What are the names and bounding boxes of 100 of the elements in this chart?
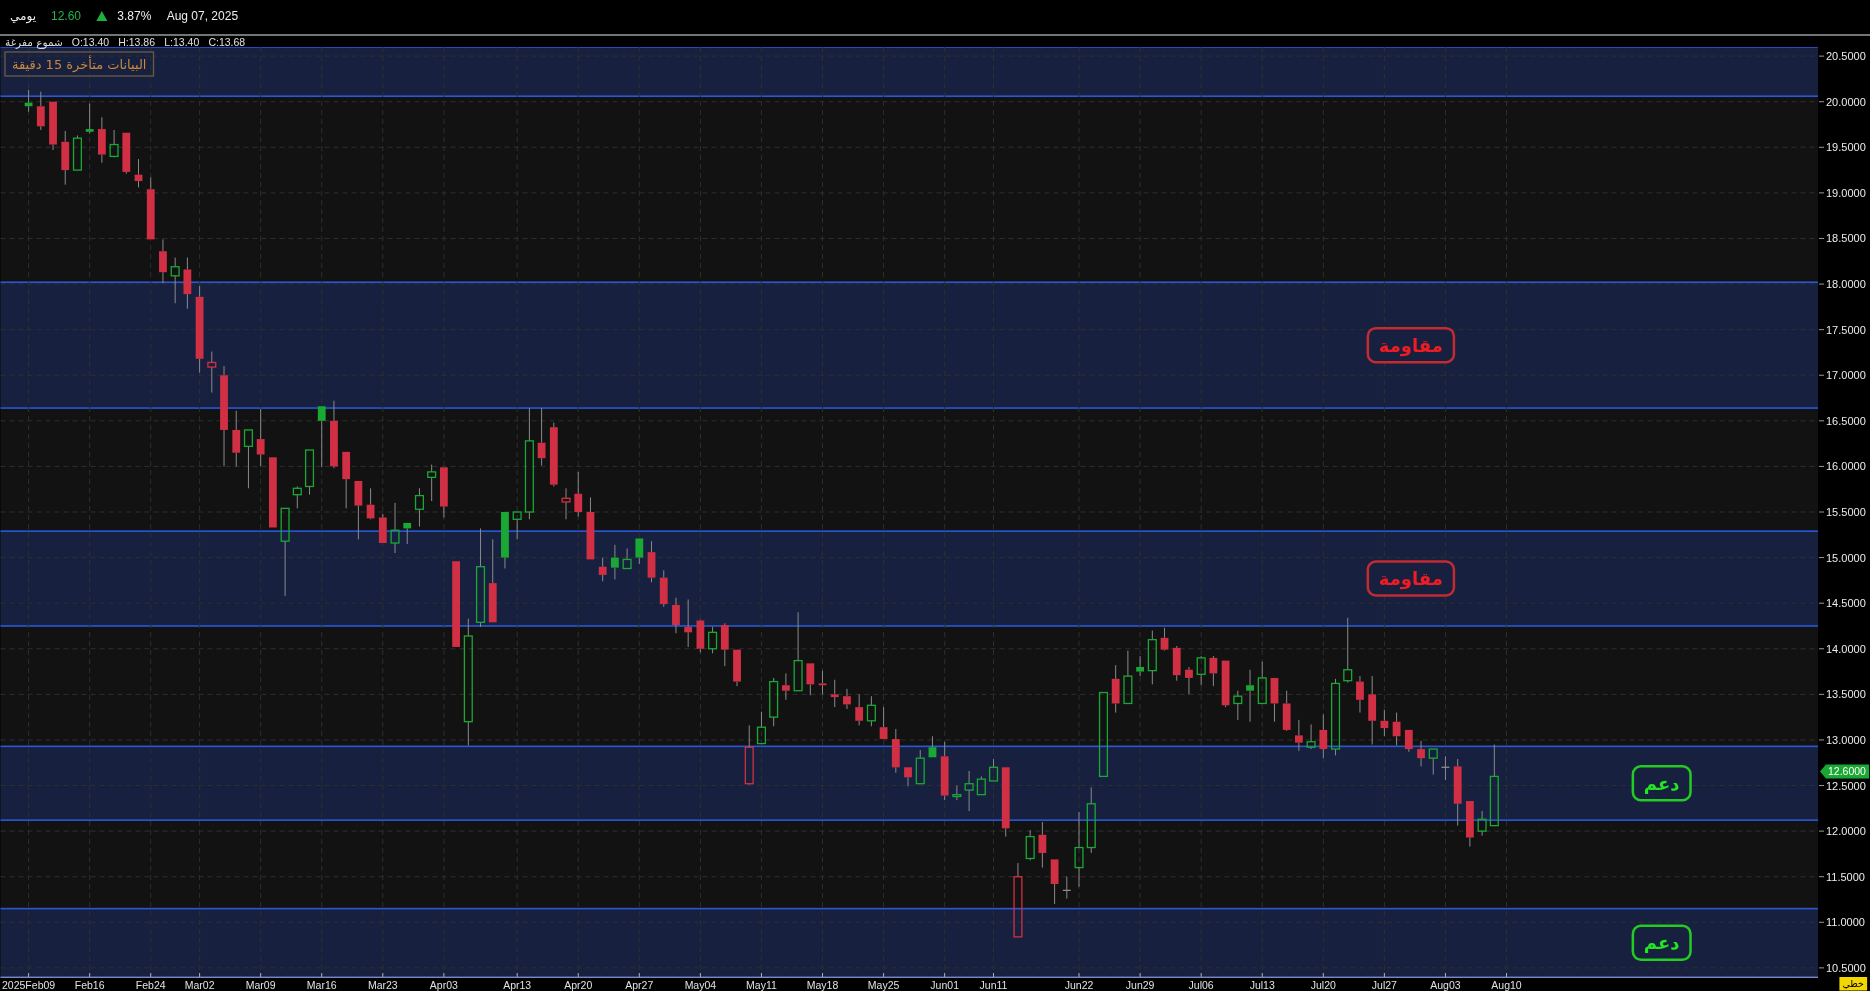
annotation: L:13.40 <box>164 35 200 48</box>
candlestick <box>756 711 767 745</box>
band-label: مقاومة <box>1378 334 1443 357</box>
candlestick <box>1246 669 1254 723</box>
candlestick <box>891 728 900 774</box>
annotation: H:13.86 <box>118 35 156 48</box>
x-tick-label: Feb24 <box>135 978 166 991</box>
candlestick <box>512 511 522 540</box>
candlestick <box>1404 729 1413 753</box>
candlestick <box>1294 719 1303 752</box>
text: 12.6000 <box>1828 765 1867 778</box>
x-tick-label: Mar09 <box>245 978 276 991</box>
candlestick <box>49 101 57 151</box>
candlestick <box>843 688 851 710</box>
candlestick <box>659 569 668 608</box>
chart-title: يومي <box>10 9 36 24</box>
x-tick-label: May18 <box>806 978 839 991</box>
x-tick-label: Jul20 <box>1310 978 1337 991</box>
candlestick <box>85 103 94 135</box>
y-tick-label: 15.0000 <box>1826 551 1866 564</box>
candlestick <box>36 91 45 131</box>
candlestick <box>1111 664 1120 714</box>
candlestick <box>928 735 937 758</box>
candlestick <box>366 487 375 519</box>
candlestick <box>744 724 754 785</box>
candlestick <box>1282 690 1291 730</box>
y-tick-label: 19.0000 <box>1826 186 1866 199</box>
y-tick-label: 16.5000 <box>1826 414 1866 427</box>
x-tick-label: Jun22 <box>1064 978 1094 991</box>
candlestick <box>475 527 486 628</box>
candlestick <box>195 285 204 373</box>
candlestick <box>1098 691 1109 778</box>
annotation: C:13.68 <box>208 35 246 48</box>
candlestick <box>1368 675 1377 745</box>
chart-subtitle: شموع مفرغة <box>5 35 63 49</box>
x-tick-label: May11 <box>746 978 777 991</box>
candlestick <box>1417 740 1425 767</box>
candlestick <box>243 429 254 489</box>
candlestick <box>268 457 277 528</box>
x-tick-label: Aug03 <box>1430 978 1461 991</box>
candlestick <box>855 693 864 726</box>
x-tick-label: Apr03 <box>429 978 459 991</box>
candlestick <box>733 649 741 687</box>
x-tick-label: 2025Feb09 <box>2 978 56 991</box>
y-tick-label: 11.0000 <box>1826 916 1865 929</box>
x-tick-label: Feb16 <box>74 978 105 991</box>
candlestick <box>488 538 497 623</box>
candlestick <box>330 400 338 469</box>
band-label: مقاومة <box>1378 568 1443 591</box>
candlestick <box>879 706 888 740</box>
candlestick <box>61 130 70 186</box>
y-tick-label: 17.5000 <box>1826 323 1866 336</box>
x-tick-label: Mar16 <box>306 978 337 991</box>
text: 12.60 <box>50 9 82 23</box>
candlestick <box>610 544 619 580</box>
x-tick-label: Apr27 <box>625 978 654 991</box>
candlestick <box>622 547 632 570</box>
y-tick-label: 20.0000 <box>1826 95 1866 108</box>
candlestick <box>1136 655 1145 677</box>
candlestick <box>720 622 729 667</box>
annotation: البيانات متأخرة 15 دقيقة <box>12 54 147 73</box>
candlestick <box>647 540 656 583</box>
candlestick <box>684 599 693 648</box>
candlestick <box>1453 758 1462 827</box>
candlestick <box>561 487 571 520</box>
candlestick <box>1380 709 1389 737</box>
candlestick <box>635 538 644 565</box>
candlestick <box>1489 744 1499 827</box>
text: Aug 07, 2025 <box>166 9 239 23</box>
candlestick <box>806 663 815 696</box>
y-tick-label: 13.5000 <box>1826 688 1866 701</box>
x-tick-label: Jun01 <box>930 978 960 991</box>
candlestick <box>537 407 546 466</box>
candlestick <box>1465 801 1474 848</box>
x-tick-label: Jun11 <box>979 978 1008 991</box>
x-tick-label: Jun29 <box>1125 978 1155 991</box>
candlestick <box>1147 630 1157 685</box>
candlestick <box>1050 859 1059 905</box>
candlestick <box>452 561 461 647</box>
candlestick <box>1209 655 1218 687</box>
y-tick-label: 13.0000 <box>1826 733 1866 746</box>
candlestick <box>501 512 509 570</box>
y-tick-label: 18.0000 <box>1826 278 1866 291</box>
y-tick-label: 15.5000 <box>1826 506 1866 518</box>
candlestick <box>1172 645 1181 682</box>
candlestick <box>781 672 790 701</box>
x-tick-label: Mar23 <box>367 978 398 991</box>
candlestick <box>940 741 949 801</box>
candlestick <box>304 449 315 496</box>
y-tick-label: 12.0000 <box>1826 825 1866 838</box>
candlestick <box>830 679 839 708</box>
x-tick-label: Mar02 <box>184 978 215 991</box>
candlestick <box>463 618 473 746</box>
candlestick <box>1086 786 1096 854</box>
candlestick <box>342 451 351 509</box>
candlestick <box>1319 713 1328 759</box>
candlestick <box>672 597 680 634</box>
x-tick-label: Apr20 <box>564 978 593 991</box>
candlestick <box>793 611 803 692</box>
text: 3.87% <box>117 9 152 23</box>
